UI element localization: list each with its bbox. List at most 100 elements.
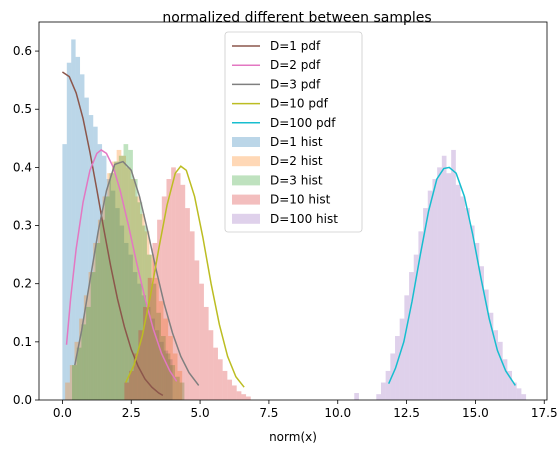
hist-bar <box>474 242 480 400</box>
hist-bar <box>465 208 470 400</box>
hist-bar <box>88 115 94 401</box>
plot-area <box>61 39 527 401</box>
hist-bar <box>409 272 414 400</box>
pdf-line-d-1-pdf <box>61 71 164 397</box>
hist-bar <box>168 336 173 400</box>
hist-bar <box>185 208 190 400</box>
series-d-10-hist <box>124 167 251 400</box>
legend-swatch <box>232 213 260 224</box>
hist-bar <box>413 254 419 400</box>
hist-bar <box>123 144 129 400</box>
hist-bar <box>493 330 498 400</box>
legend-swatch <box>232 194 260 205</box>
hist-bar <box>137 202 143 400</box>
hist-bar <box>423 208 428 400</box>
hist-bar <box>137 283 142 400</box>
hist-bar <box>116 149 122 400</box>
hist-bar <box>93 126 98 401</box>
legend-label: D=100 pdf <box>270 116 336 130</box>
hist-bar <box>232 385 237 400</box>
legend-box <box>224 31 363 233</box>
pdf-line-d-100-pdf <box>387 166 516 386</box>
pdf-line-d-3-pdf <box>74 160 200 386</box>
hist-bar <box>90 272 96 400</box>
hist-bar <box>217 359 223 400</box>
hist-bar <box>507 370 513 400</box>
series-d-3-hist <box>72 144 185 400</box>
hist-bar <box>88 272 94 400</box>
hist-bar <box>107 173 112 400</box>
legend-label: D=10 pdf <box>270 97 329 111</box>
legend-item-d-2-pdf: D=2 pdf <box>232 58 321 72</box>
hist-bar <box>222 370 228 400</box>
hist-bar <box>104 196 110 400</box>
hist-bar <box>81 324 87 400</box>
hist-bar <box>110 190 116 400</box>
x-tick-label: 10.0 <box>324 406 351 420</box>
hist-bar <box>75 56 81 400</box>
hist-bar <box>132 272 138 400</box>
legend-item-d-1-hist: D=1 hist <box>232 135 323 149</box>
hist-bar <box>203 306 209 400</box>
x-axis: 0.0 2.5 5.0 7.5 10.0 12.5 15.0 17.5 <box>53 400 558 420</box>
hist-bar <box>236 391 242 400</box>
y-tick-label: 0.6 <box>13 44 32 58</box>
hist-bar <box>93 242 98 400</box>
hist-bar <box>147 277 153 400</box>
hist-bar <box>241 394 247 400</box>
legend-item-d-2-hist: D=2 hist <box>232 154 323 168</box>
legend-item-d-3-pdf: D=3 pdf <box>232 77 321 91</box>
plot-frame <box>38 21 548 401</box>
hist-bar <box>150 318 155 400</box>
chart-title: normalized different between samples <box>162 10 431 26</box>
hist-bar <box>114 161 119 400</box>
hist-bar <box>141 295 147 400</box>
hist-bar <box>86 306 91 400</box>
hist-bar <box>154 330 160 400</box>
y-tick-label: 0.0 <box>13 393 32 407</box>
hist-bar <box>427 190 433 400</box>
hist-bar <box>83 295 89 400</box>
hist-bar <box>106 179 111 400</box>
hist-bar <box>404 295 410 400</box>
hist-bar <box>126 167 131 400</box>
hist-bar <box>109 173 115 400</box>
y-axis: 0.0 0.1 0.2 0.3 0.4 0.5 0.6 <box>13 44 39 407</box>
hist-bar <box>376 394 381 400</box>
hist-bar <box>160 336 166 400</box>
legend-swatch <box>232 137 260 147</box>
hist-bar <box>488 312 494 400</box>
hist-bar <box>497 341 503 400</box>
hist-bar <box>166 179 172 400</box>
x-tick-label: 15.0 <box>462 406 489 420</box>
hist-bar <box>483 289 489 400</box>
hist-bar <box>399 318 405 400</box>
hist-bar <box>460 196 466 400</box>
hist-bar <box>175 376 180 400</box>
hist-bar <box>159 341 164 400</box>
legend-label: D=3 pdf <box>270 77 321 91</box>
hist-bar <box>418 231 424 400</box>
hist-bar <box>95 242 101 400</box>
hist-bar <box>161 196 167 400</box>
hist-bar <box>152 242 158 400</box>
hist-bar <box>129 370 134 400</box>
hist-bar <box>194 260 200 400</box>
hist-bar <box>189 231 195 400</box>
hist-bar <box>84 97 89 400</box>
legend-label: D=1 pdf <box>270 39 321 53</box>
y-tick-label: 0.3 <box>13 219 32 233</box>
hist-bar <box>469 225 475 400</box>
hist-bar <box>151 283 157 400</box>
hist-bar <box>432 179 438 400</box>
hist-bar <box>208 330 214 400</box>
hist-bar <box>132 179 138 400</box>
hist-bar <box>246 396 251 400</box>
legend-item-d-10-pdf: D=10 pdf <box>232 97 329 111</box>
hist-bar <box>130 179 136 400</box>
hist-bar <box>124 382 130 400</box>
hist-bar <box>149 254 155 400</box>
legend-item-d-100-pdf: D=100 pdf <box>232 116 336 130</box>
hist-bar <box>437 167 442 400</box>
